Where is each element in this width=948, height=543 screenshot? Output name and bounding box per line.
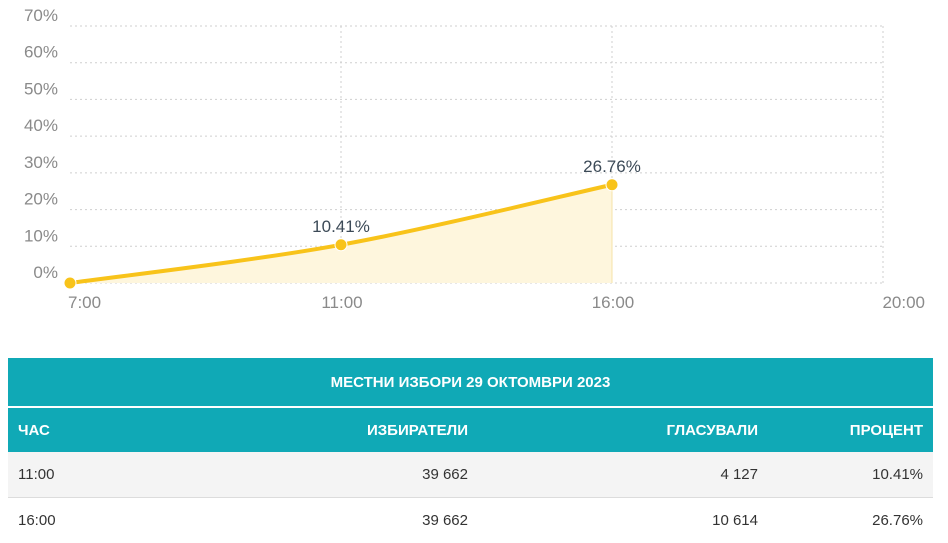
cell-hour: 16:00 bbox=[8, 498, 208, 543]
y-tick-label: 10% bbox=[24, 226, 58, 245]
data-label: 26.76% bbox=[583, 157, 641, 176]
cell-voters: 39 662 bbox=[208, 498, 478, 543]
table-row: 11:00 39 662 4 127 10.41% bbox=[8, 452, 933, 498]
x-tick-label: 11:00 bbox=[321, 293, 362, 312]
cell-hour: 11:00 bbox=[8, 452, 208, 498]
y-tick-label: 0% bbox=[33, 263, 58, 282]
y-tick-label: 40% bbox=[24, 116, 58, 135]
column-header-hour: ЧАС bbox=[8, 407, 208, 452]
table-title-row: МЕСТНИ ИЗБОРИ 29 ОКТОМВРИ 2023 bbox=[8, 358, 933, 407]
table-row: 16:00 39 662 10 614 26.76% bbox=[8, 498, 933, 543]
column-header-voted: ГЛАСУВАЛИ bbox=[478, 407, 768, 452]
cell-percent: 26.76% bbox=[768, 498, 933, 543]
y-tick-label: 60% bbox=[24, 43, 58, 62]
y-tick-label: 50% bbox=[24, 79, 58, 98]
y-tick-label: 30% bbox=[24, 153, 58, 172]
table-title: МЕСТНИ ИЗБОРИ 29 ОКТОМВРИ 2023 bbox=[8, 358, 933, 407]
column-header-voters: ИЗБИРАТЕЛИ bbox=[208, 407, 478, 452]
table-header-row: ЧАС ИЗБИРАТЕЛИ ГЛАСУВАЛИ ПРОЦЕНТ bbox=[8, 407, 933, 452]
turnout-table: МЕСТНИ ИЗБОРИ 29 ОКТОМВРИ 2023 ЧАС ИЗБИР… bbox=[8, 358, 933, 543]
x-tick-label: 16:00 bbox=[592, 293, 635, 312]
y-tick-label: 20% bbox=[24, 190, 58, 209]
turnout-chart-svg: 0% 10% 20% 30% 40% 50% 60% 70% 7:00 11:00 16:00 20:… bbox=[0, 0, 948, 330]
turnout-chart: 0% 10% 20% 30% 40% 50% 60% 70% 7:00 11:00 16:00 20:… bbox=[0, 0, 948, 330]
cell-percent: 10.41% bbox=[768, 452, 933, 498]
y-tick-label: 70% bbox=[24, 6, 58, 25]
data-point bbox=[606, 179, 618, 191]
data-label: 10.41% bbox=[312, 217, 370, 236]
data-point bbox=[64, 277, 76, 289]
cell-voted: 10 614 bbox=[478, 498, 768, 543]
cell-voted: 4 127 bbox=[478, 452, 768, 498]
column-header-percent: ПРОЦЕНТ bbox=[768, 407, 933, 452]
data-point bbox=[335, 239, 347, 251]
cell-voters: 39 662 bbox=[208, 452, 478, 498]
x-tick-label: 20:00 bbox=[882, 293, 925, 312]
x-tick-label: 7:00 bbox=[68, 293, 101, 312]
